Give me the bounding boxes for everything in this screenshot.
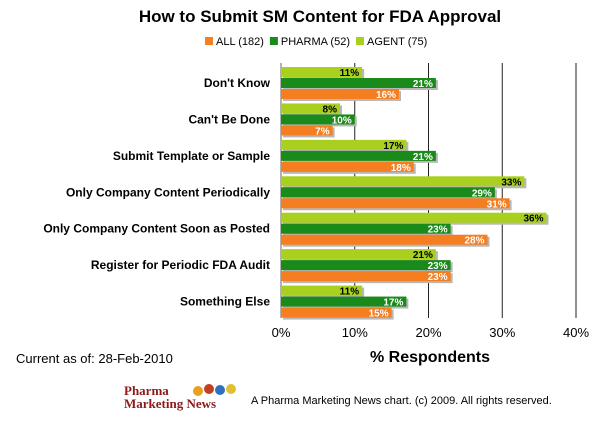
data-label: 23% [428, 261, 448, 272]
x-axis-label: % Respondents [370, 349, 490, 366]
category-label: Only Company Content Periodically [66, 185, 270, 199]
data-label: 15% [369, 309, 389, 320]
logo-text-line2: Marketing News [124, 396, 217, 411]
data-label: 7% [315, 126, 330, 137]
legend-swatch [355, 37, 364, 45]
data-label: 21% [413, 79, 433, 90]
data-label: 31% [487, 199, 507, 210]
bar [281, 150, 436, 161]
data-label: 8% [323, 104, 338, 115]
data-label: 28% [464, 236, 484, 247]
bar [281, 67, 363, 77]
bar [281, 285, 363, 296]
chart-title: How to Submit SM Content for FDA Approva… [139, 7, 501, 26]
bar [281, 260, 451, 271]
bar [281, 212, 547, 223]
category-label: Can't Be Done [188, 112, 270, 126]
legend-swatch [205, 37, 213, 45]
category-label: Don't Know [204, 76, 271, 90]
data-label: 23% [428, 225, 448, 236]
pharma-marketing-news-logo: Pharma Marketing News [124, 383, 244, 411]
data-label: 18% [391, 163, 411, 174]
category-label: Register for Periodic FDA Audit [91, 258, 270, 272]
legend-label: PHARMA (52) [281, 36, 350, 48]
bar [281, 125, 333, 136]
logo-text-line1: Pharma [124, 383, 169, 398]
data-label: 21% [413, 250, 433, 261]
bar [281, 78, 436, 88]
x-axis-ticks: 0% 10% 20% 30% 40% [272, 325, 590, 340]
bar [281, 271, 451, 282]
x-tick-label: 40% [563, 325, 589, 340]
data-label: 23% [428, 272, 448, 283]
data-label: 17% [383, 141, 403, 152]
data-label: 33% [501, 177, 521, 188]
bar [281, 187, 495, 198]
legend-label: ALL (182) [216, 36, 264, 48]
bar [281, 103, 340, 114]
bar [281, 307, 392, 318]
category-labels: Don't Know Can't Be Done Submit Template o… [43, 76, 270, 309]
bars: 11%21%16%8%10%7%17%21%18%33%29%31%36%23%… [281, 67, 549, 320]
bar [281, 176, 525, 187]
x-tick-label: 0% [272, 325, 291, 340]
current-as-of: Current as of: 28-Feb-2010 [16, 351, 173, 366]
x-tick-label: 20% [415, 325, 441, 340]
copyright-text: A Pharma Marketing News chart. (c) 2009.… [251, 395, 552, 407]
legend-label: AGENT (75) [367, 36, 427, 48]
logo-balls-icon [193, 384, 236, 396]
legend: ALL (182) PHARMA (52) AGENT (75) [205, 36, 427, 48]
data-label: 29% [472, 188, 492, 199]
data-label: 11% [340, 287, 360, 298]
bar [281, 161, 414, 172]
category-label: Only Company Content Soon as Posted [43, 222, 270, 236]
category-label: Submit Template or Sample [113, 149, 270, 163]
bar [281, 223, 451, 234]
x-tick-label: 30% [489, 325, 515, 340]
data-label: 21% [413, 152, 433, 163]
bar [281, 89, 399, 99]
data-label: 10% [332, 115, 352, 126]
data-label: 16% [376, 90, 396, 101]
data-label: 17% [383, 298, 403, 309]
data-label: 11% [340, 68, 360, 79]
bar [281, 139, 407, 150]
data-label: 36% [523, 214, 543, 225]
x-tick-label: 10% [342, 325, 368, 340]
bar [281, 249, 436, 260]
category-label: Something Else [180, 295, 270, 309]
bar [281, 296, 407, 307]
bar [281, 198, 510, 209]
bar [281, 234, 488, 245]
bar [281, 114, 355, 125]
legend-swatch [269, 37, 278, 45]
